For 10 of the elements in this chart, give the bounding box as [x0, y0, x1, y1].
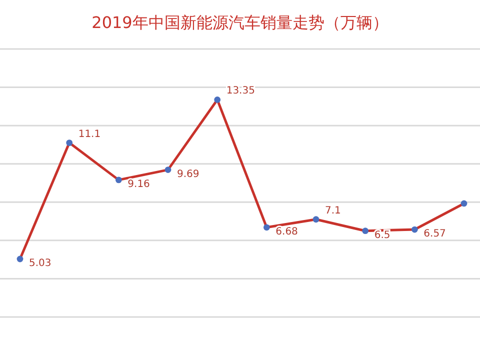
chart-title: 2019年中国新能源汽车销量走势（万辆） — [92, 13, 388, 32]
data-label: 6.68 — [276, 226, 298, 238]
data-label: 6.57 — [424, 228, 446, 240]
data-label: 11.1 — [78, 128, 101, 140]
data-label: 9.16 — [128, 178, 150, 190]
data-label: 7.1 — [325, 205, 341, 216]
data-label: 5.03 — [29, 258, 52, 269]
data-label: 6.5 — [374, 230, 390, 241]
data-label: 9.69 — [177, 168, 200, 180]
data-label: 13.35 — [226, 86, 255, 97]
